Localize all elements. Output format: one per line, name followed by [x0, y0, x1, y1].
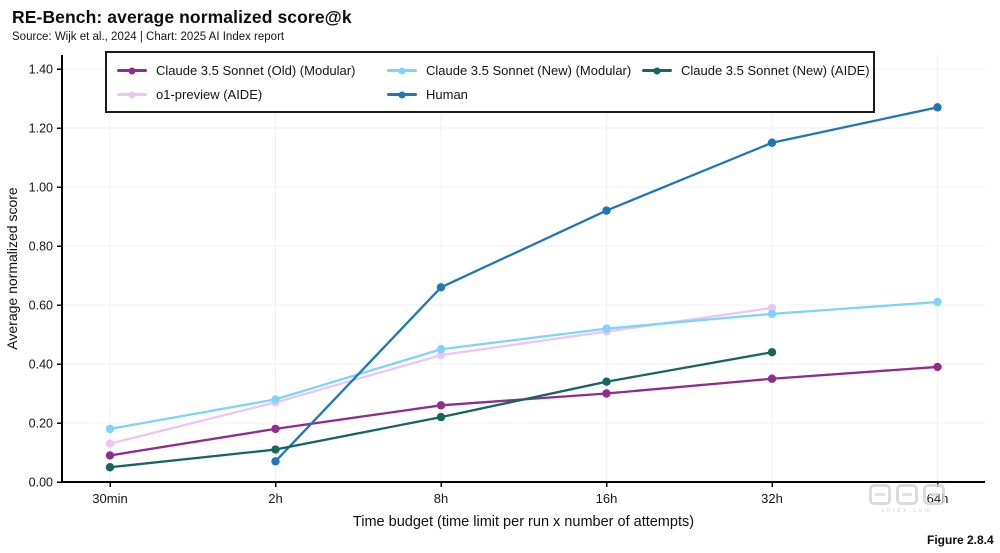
- series-claude-3-5-sonnet-new-aide: [105, 348, 777, 472]
- figure-number-label: Figure 2.8.4: [927, 533, 994, 547]
- data-point: [271, 424, 280, 434]
- data-point: [767, 309, 777, 319]
- data-point: [105, 439, 115, 448]
- legend-line-swatch: [387, 91, 417, 98]
- legend-label: Claude 3.5 Sonnet (New) (AIDE): [681, 63, 870, 78]
- y-tick-label: 1.20: [29, 122, 53, 136]
- data-point: [602, 377, 611, 386]
- legend-dot: [128, 91, 136, 98]
- data-point: [436, 412, 446, 422]
- legend-item-claude-3-5-sonnet-old-modular: Claude 3.5 Sonnet (Old) (Modular): [117, 62, 387, 79]
- y-tick-label: 0.60: [29, 299, 53, 313]
- y-tick-label: 0.40: [29, 358, 53, 372]
- watermark-glyphs: [857, 484, 957, 505]
- legend-label: Claude 3.5 Sonnet (New) (Modular): [426, 63, 632, 78]
- data-point: [436, 401, 446, 410]
- legend-item-claude-3-5-sonnet-new-modular: Claude 3.5 Sonnet (New) (Modular): [387, 62, 642, 79]
- data-point: [767, 303, 777, 313]
- data-point: [436, 345, 446, 354]
- legend-dot: [398, 91, 406, 98]
- watermark-glyph: [896, 484, 918, 505]
- data-point: [271, 445, 280, 454]
- legend-label: Claude 3.5 Sonnet (Old) (Modular): [156, 63, 356, 78]
- watermark-logo: zhidx.com: [857, 484, 957, 514]
- x-tick-label: 8h: [434, 491, 448, 506]
- data-point: [436, 350, 446, 360]
- y-tick-label: 1.40: [29, 63, 53, 77]
- legend-item-o1-preview-aide: o1-preview (AIDE): [117, 86, 387, 103]
- legend-line-swatch: [642, 67, 672, 74]
- page-title: RE-Bench: average normalized score@k: [12, 7, 352, 27]
- x-tick-label: 30min: [92, 491, 127, 506]
- series-line: [108, 300, 939, 431]
- legend-dot: [653, 67, 661, 74]
- x-tick-label: 32h: [761, 491, 783, 506]
- data-point: [602, 206, 611, 215]
- legend-item-claude-3-5-sonnet-new-aide: Claude 3.5 Sonnet (New) (AIDE): [642, 62, 870, 79]
- data-point: [436, 283, 446, 292]
- data-point: [767, 348, 777, 357]
- watermark-glyph: [923, 484, 945, 505]
- watermark-url: zhidx.com: [881, 507, 933, 514]
- x-axis-title: Time budget (time limit per run x number…: [353, 514, 694, 530]
- series-claude-3-5-sonnet-new-modular: [105, 297, 942, 434]
- data-point: [105, 424, 115, 434]
- series-human: [271, 103, 942, 466]
- x-tick-label: 2h: [268, 491, 282, 506]
- data-point: [271, 457, 280, 466]
- data-point: [271, 395, 280, 404]
- watermark-glyph: [869, 484, 891, 505]
- legend-label: o1-preview (AIDE): [156, 87, 263, 102]
- legend-item-human: Human: [387, 86, 642, 103]
- legend-dot: [128, 67, 136, 74]
- data-point: [105, 463, 115, 472]
- legend-line-swatch: [117, 67, 147, 74]
- data-point: [767, 374, 777, 383]
- chart-legend: Claude 3.5 Sonnet (Old) (Modular) Claude …: [105, 51, 875, 113]
- legend-line-swatch: [387, 67, 417, 74]
- data-point: [933, 297, 942, 307]
- data-point: [767, 138, 777, 147]
- y-tick-label: 0.80: [29, 240, 53, 254]
- chart-source-caption: Source: Wijk et al., 2024 | Chart: 2025 …: [12, 31, 285, 43]
- legend-label: Human: [426, 87, 468, 102]
- y-tick-label: 0.20: [29, 417, 53, 431]
- series-line: [108, 365, 939, 457]
- y-tick-label: 1.00: [29, 181, 53, 195]
- x-tick-label: 16h: [596, 491, 618, 506]
- data-point: [602, 324, 611, 333]
- data-point: [105, 451, 115, 460]
- legend-line-swatch: [117, 91, 147, 98]
- y-axis-title: Average normalized score: [4, 187, 20, 350]
- gridlines: [62, 55, 985, 482]
- y-tick-label: 0.00: [29, 476, 53, 490]
- axes: [57, 55, 985, 487]
- data-point: [933, 362, 942, 372]
- axis-labels: 0.00 0.20 0.40 0.60 0.80 1.00 1.20 1.40 30min 2h 8…: [4, 63, 948, 531]
- data-point: [602, 389, 611, 398]
- legend-dot: [398, 67, 406, 74]
- series-claude-3-5-sonnet-old-modular: [105, 362, 942, 460]
- data-point: [933, 103, 942, 112]
